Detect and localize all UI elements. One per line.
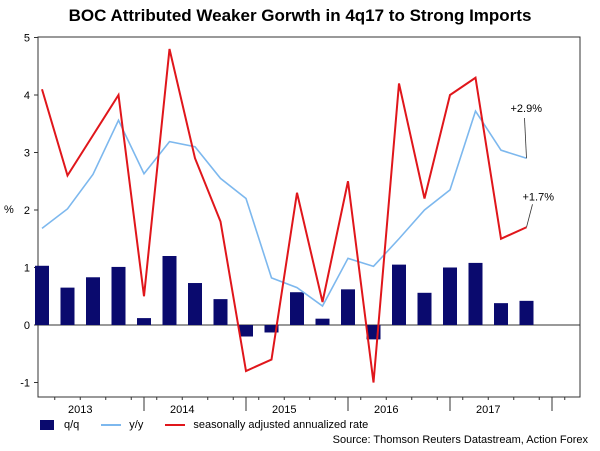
bar-qq-2015Q3 bbox=[290, 292, 304, 325]
legend-swatch-qq bbox=[40, 420, 54, 430]
annotation-leader-yy bbox=[524, 117, 527, 159]
bar-qq-2017Q4 bbox=[519, 300, 534, 325]
bar-qq-2013Q2 bbox=[60, 287, 75, 325]
bar-qq-2015Q4 bbox=[315, 318, 330, 325]
bar-qq-2015Q2 bbox=[264, 325, 279, 333]
bar-qq-2016Q4 bbox=[417, 292, 432, 325]
y-tick-label: 4 bbox=[24, 90, 30, 102]
legend-item-qq: q/q bbox=[40, 419, 79, 431]
chart-title: BOC Attributed Weaker Gorwth in 4q17 to … bbox=[68, 6, 532, 25]
bar-qq-2013Q3 bbox=[86, 277, 100, 325]
y-tick-label: 5 bbox=[24, 33, 30, 45]
bar-qq-2014Q3 bbox=[188, 283, 202, 325]
legend-item-saar: seasonally adjusted annualized rate bbox=[165, 419, 368, 431]
legend-label-saar: seasonally adjusted annualized rate bbox=[193, 419, 369, 431]
bar-qq-2014Q2 bbox=[162, 256, 177, 325]
y-tick-label: 1 bbox=[24, 263, 30, 275]
bar-qq-2013Q4 bbox=[111, 266, 126, 325]
x-tick-label-2013: 2013 bbox=[68, 404, 92, 416]
bar-qq-2014Q1 bbox=[137, 318, 151, 325]
y-tick-label: 3 bbox=[24, 148, 30, 160]
y-tick-label: -1 bbox=[20, 378, 30, 390]
y-tick-label: 2 bbox=[24, 205, 30, 217]
y-axis-label: % bbox=[4, 204, 14, 216]
bar-qq-2016Q1 bbox=[341, 289, 355, 325]
annotation-saar: +1.7% bbox=[523, 191, 555, 203]
annotation-leader-saar bbox=[526, 204, 533, 228]
bar-qq-2013Q1 bbox=[35, 265, 49, 325]
legend-swatch-saar bbox=[165, 424, 186, 426]
x-tick-label-2016: 2016 bbox=[374, 404, 398, 416]
legend-item-yy: y/y bbox=[101, 419, 143, 431]
x-tick-label-2015: 2015 bbox=[272, 404, 296, 416]
series-line-saar bbox=[41, 48, 527, 383]
legend-label-qq: q/q bbox=[64, 419, 80, 431]
legend: q/q y/y seasonally adjusted annualized r… bbox=[40, 418, 390, 432]
x-tick-label-2014: 2014 bbox=[170, 404, 194, 416]
bar-qq-2016Q3 bbox=[392, 264, 406, 325]
annotation-yy: +2.9% bbox=[511, 103, 543, 115]
legend-swatch-yy bbox=[101, 424, 122, 426]
bar-qq-2017Q1 bbox=[443, 267, 457, 325]
source-note: Source: Thomson Reuters Datastream, Acti… bbox=[332, 434, 588, 446]
bar-qq-2017Q3 bbox=[494, 303, 508, 325]
bar-qq-2015Q1 bbox=[239, 325, 253, 337]
bar-qq-2014Q4 bbox=[213, 299, 228, 325]
y-tick-label: 0 bbox=[24, 320, 30, 332]
plot-frame bbox=[37, 36, 581, 398]
bar-qq-2017Q2 bbox=[468, 262, 483, 325]
legend-label-yy: y/y bbox=[129, 419, 144, 431]
x-tick-label-2017: 2017 bbox=[476, 404, 500, 416]
